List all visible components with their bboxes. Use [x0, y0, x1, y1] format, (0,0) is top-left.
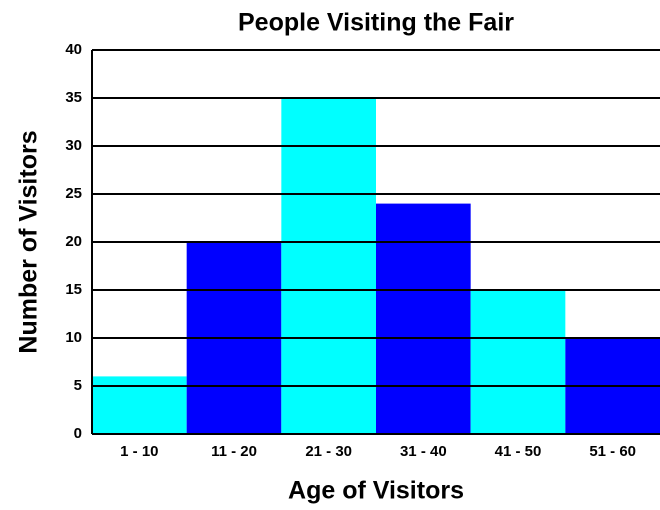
- y-tick-label: 15: [65, 281, 82, 298]
- y-tick-label: 30: [65, 137, 82, 154]
- x-axis-label: Age of Visitors: [288, 477, 464, 505]
- bar: [376, 203, 471, 434]
- x-tick-label: 1 - 10: [120, 443, 158, 460]
- x-tick-label: 21 - 30: [305, 443, 352, 460]
- y-tick-label: 25: [65, 185, 82, 202]
- y-tick-label: 20: [65, 233, 82, 250]
- y-tick-label: 0: [74, 425, 82, 442]
- y-tick-label: 10: [65, 329, 82, 346]
- bar: [470, 290, 566, 434]
- x-tick-label: 11 - 20: [211, 443, 257, 460]
- y-tick-label: 40: [65, 41, 82, 58]
- x-tick-label: 31 - 40: [400, 443, 447, 460]
- x-tick-label: 41 - 50: [495, 443, 542, 460]
- x-tick-label: 51 - 60: [589, 443, 636, 460]
- y-axis-label: Number of Visitors: [15, 130, 43, 353]
- chart-title: People Visiting the Fair: [238, 9, 514, 37]
- y-tick-label: 5: [74, 377, 82, 394]
- y-tick-label: 35: [65, 89, 82, 106]
- bar: [281, 98, 376, 434]
